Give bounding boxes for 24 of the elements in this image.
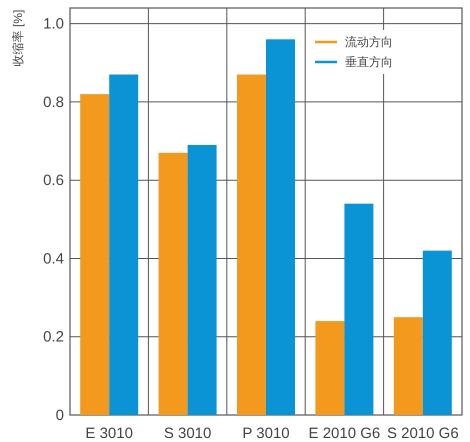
y-tick-label: 0.2 [43, 328, 64, 346]
x-tick-label: S 2010 G6 [386, 425, 459, 442]
bar [422, 250, 452, 415]
y-tick-label: 0.8 [43, 94, 64, 111]
bar [158, 152, 188, 415]
bar [394, 317, 423, 415]
bar [266, 39, 295, 415]
x-tick-label: S 3010 [164, 425, 212, 442]
y-tick-label: 0.4 [43, 250, 64, 268]
bar [188, 144, 217, 415]
legend-label: 流动方向 [345, 35, 393, 49]
bar [80, 94, 110, 415]
bar [237, 74, 266, 415]
y-tick-label: 0 [56, 407, 64, 424]
x-tick-label: E 3010 [85, 425, 133, 442]
legend-label: 垂直方向 [345, 55, 393, 69]
bar [344, 204, 374, 415]
x-tick-label: P 3010 [242, 425, 290, 442]
y-axis-title: 收缩率 [%] [11, 10, 25, 66]
bar [315, 321, 344, 415]
bar [109, 74, 138, 415]
x-tick-label: E 2010 G6 [308, 425, 380, 442]
y-tick-label: 1.0 [43, 16, 64, 33]
y-tick-label: 0.6 [43, 172, 64, 190]
